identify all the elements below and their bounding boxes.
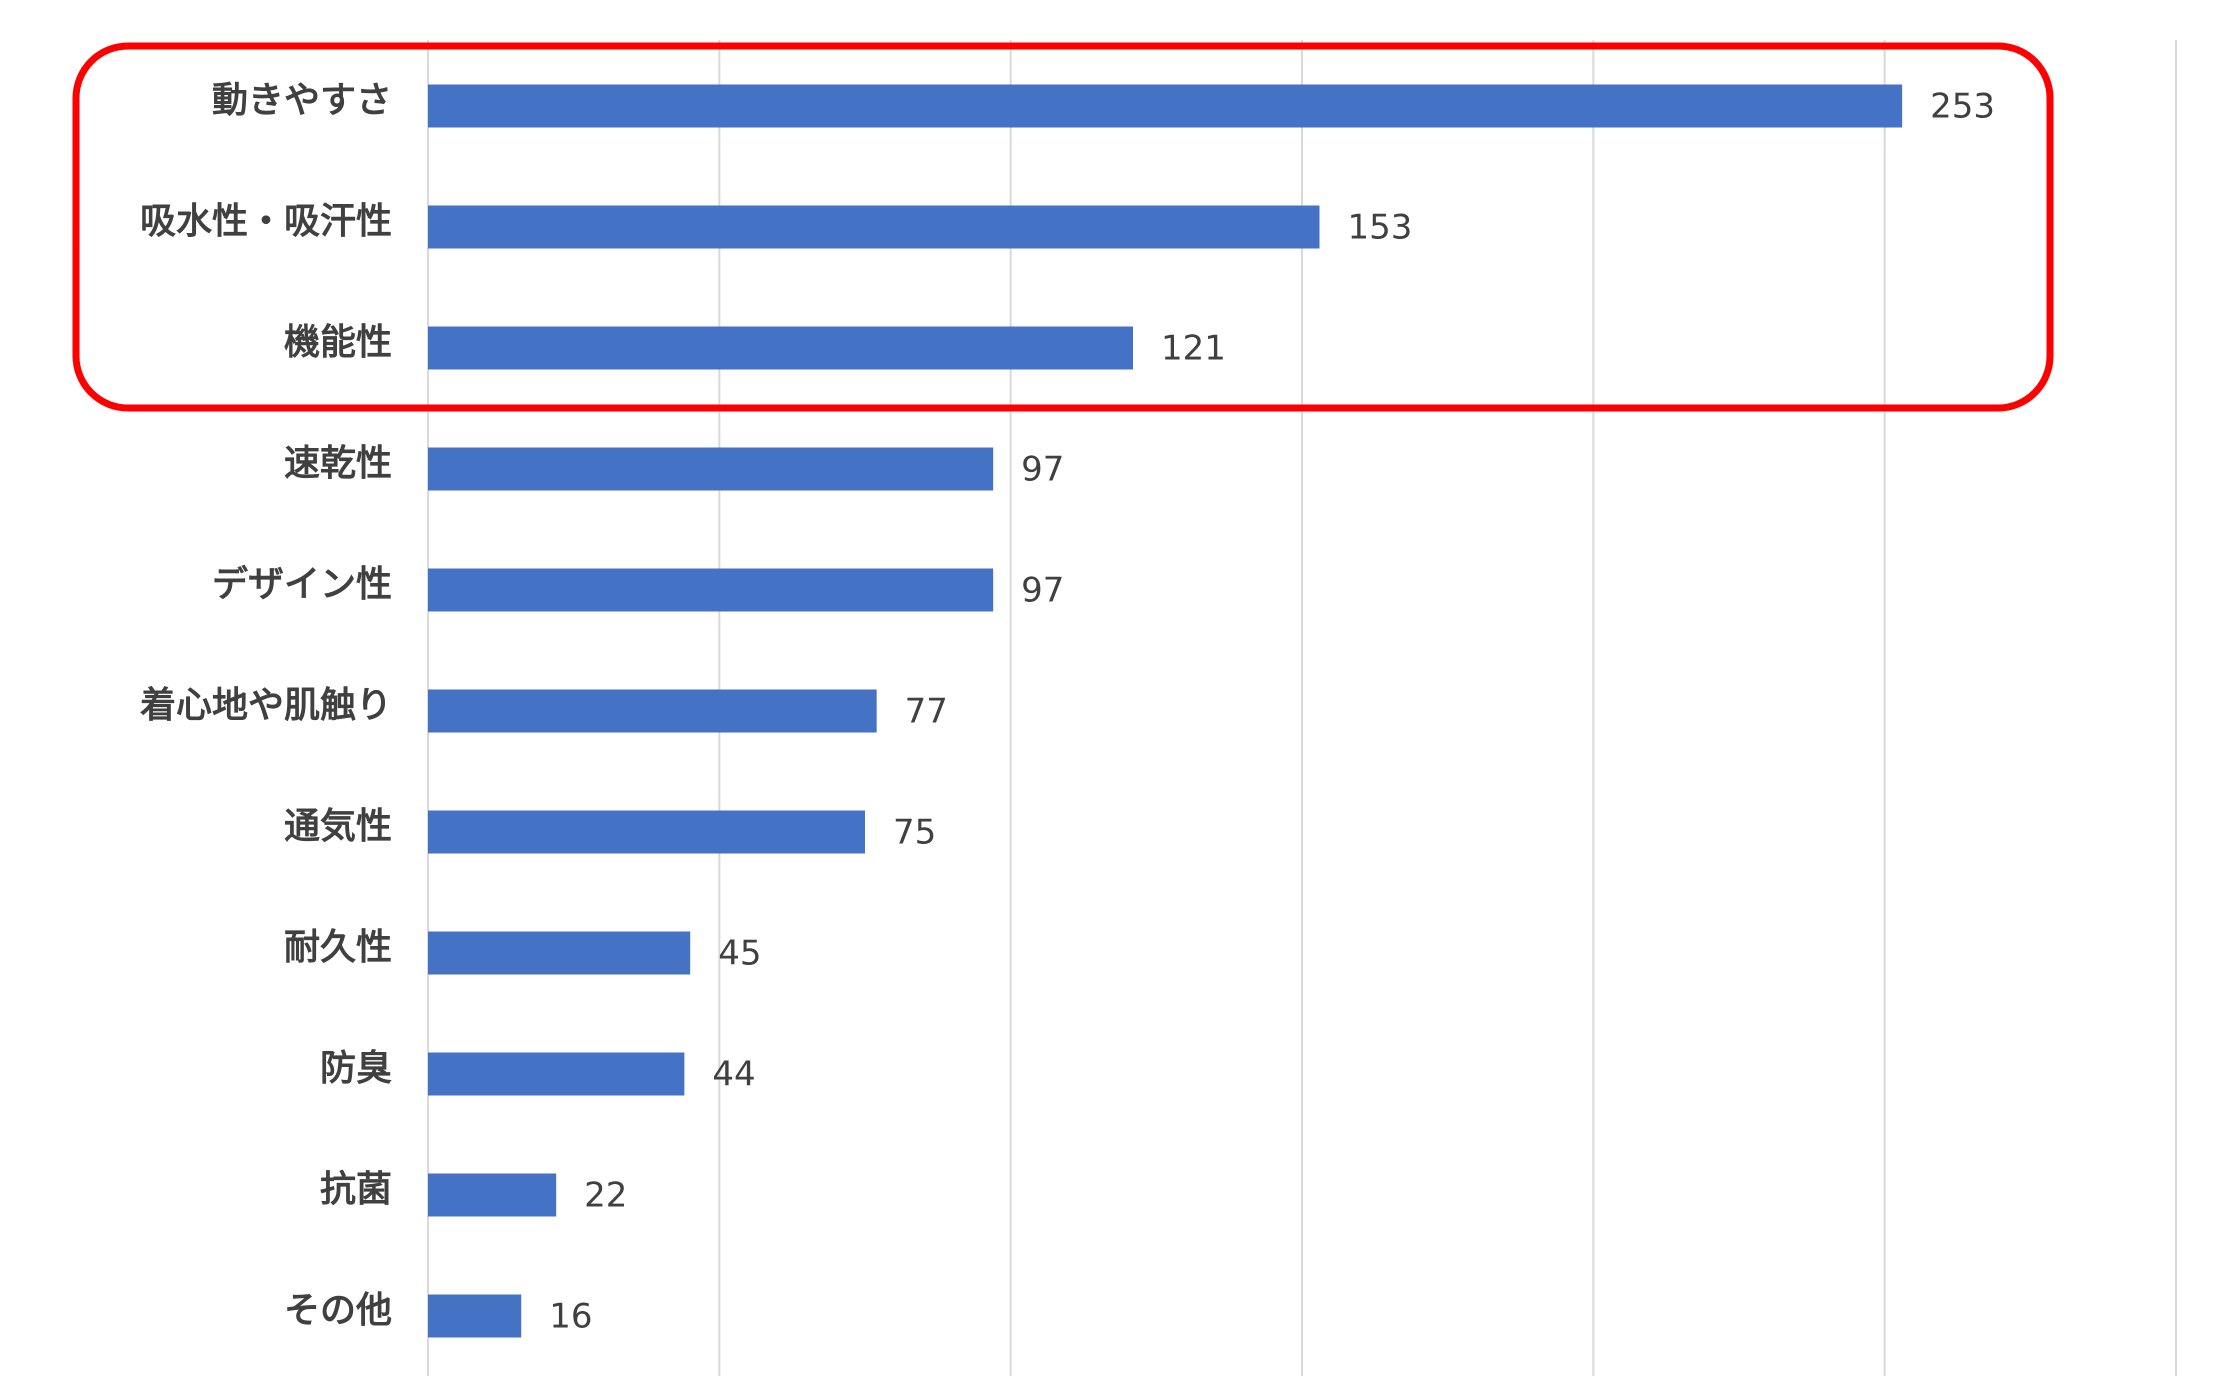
data-label-2: 121 (1161, 329, 1226, 369)
bar-0 (428, 84, 1903, 128)
bar-7 (428, 931, 691, 975)
data-label-10: 16 (549, 1297, 592, 1337)
highlight-box (72, 42, 2054, 412)
bar-10 (428, 1294, 522, 1338)
category-label-0: 動きやすさ (212, 80, 392, 121)
data-label-9: 22 (584, 1176, 627, 1216)
category-label-10: その他 (284, 1290, 392, 1331)
category-label-4: デザイン性 (212, 563, 392, 605)
bar-5 (428, 689, 877, 733)
bar-3 (428, 447, 994, 491)
bars (428, 84, 1903, 1338)
data-label-6: 75 (893, 813, 936, 853)
bar-6 (428, 810, 865, 854)
data-label-5: 77 (905, 692, 948, 732)
category-label-1: 吸水性・吸汗性 (140, 201, 392, 242)
category-label-7: 耐久性 (284, 927, 392, 968)
data-label-1: 153 (1347, 208, 1412, 248)
category-labels: 動きやすさ吸水性・吸汗性機能性速乾性デザイン性着心地や肌触り通気性耐久性防臭抗菌… (140, 80, 392, 1331)
category-label-9: 抗菌 (320, 1168, 392, 1210)
gridlines (427, 40, 2177, 1376)
highlight-layer (72, 42, 2054, 412)
data-label-8: 44 (712, 1055, 755, 1095)
data-label-7: 45 (718, 934, 761, 974)
value-labels: 253 153 121 97 97 77 75 45 44 22 16 (549, 87, 1995, 1337)
category-label-2: 機能性 (284, 322, 392, 363)
bar-9 (428, 1173, 557, 1217)
data-label-3: 97 (1021, 450, 1064, 490)
category-label-6: 通気性 (284, 806, 392, 847)
category-label-8: 防臭 (320, 1048, 392, 1089)
bar-2 (428, 326, 1134, 370)
data-label-4: 97 (1021, 571, 1064, 611)
bar-4 (428, 568, 994, 612)
category-label-3: 速乾性 (284, 443, 392, 484)
data-label-0: 253 (1930, 87, 1995, 127)
bar-8 (428, 1052, 685, 1096)
category-label-5: 着心地や肌触り (140, 685, 392, 726)
bar-1 (428, 205, 1320, 249)
